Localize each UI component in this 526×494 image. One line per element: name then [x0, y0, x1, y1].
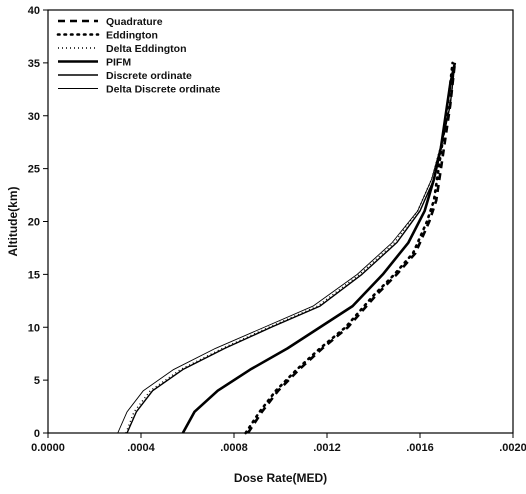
y-tick-label: 30: [28, 111, 40, 123]
legend-label: Eddington: [106, 30, 158, 42]
x-axis-label: Dose Rate(MED): [234, 471, 327, 485]
x-tick-label: .0004: [127, 442, 155, 454]
y-tick-label: 10: [28, 322, 40, 334]
y-tick-label: 35: [28, 58, 40, 70]
x-tick-label: .0020: [499, 442, 526, 454]
y-tick-label: 5: [34, 375, 40, 387]
series-line-eddington: [244, 61, 454, 435]
axis-ticks: 0.0000 .0004 .0008 .0012 .0016 .0020 0 5 10 15 20 2…: [28, 5, 526, 454]
legend-label: Delta Eddington: [106, 43, 187, 55]
y-tick-label: 15: [28, 269, 40, 281]
x-tick-label: 0.0000: [31, 442, 65, 454]
y-axis-label: Altitude(km): [6, 187, 20, 257]
legend-label: Discrete ordinate: [106, 70, 192, 82]
legend-label: Delta Discrete ordinate: [106, 84, 221, 96]
series-line-pifm: [181, 62, 457, 434]
y-tick-label: 40: [28, 5, 40, 17]
legend-label: Quadrature: [106, 16, 163, 28]
legend-label: PIFM: [106, 57, 131, 69]
y-tick-label: 0: [34, 428, 40, 440]
y-tick-label: 20: [28, 217, 40, 229]
y-tick-label: 25: [28, 164, 40, 176]
x-tick-label: .0016: [406, 442, 434, 454]
series-line-delta-discrete-ordinate: [117, 62, 456, 434]
series-layer: [117, 61, 457, 435]
x-tick-label: .0008: [220, 442, 248, 454]
x-tick-label: .0012: [313, 442, 341, 454]
series-line-quadrature: [246, 62, 457, 434]
